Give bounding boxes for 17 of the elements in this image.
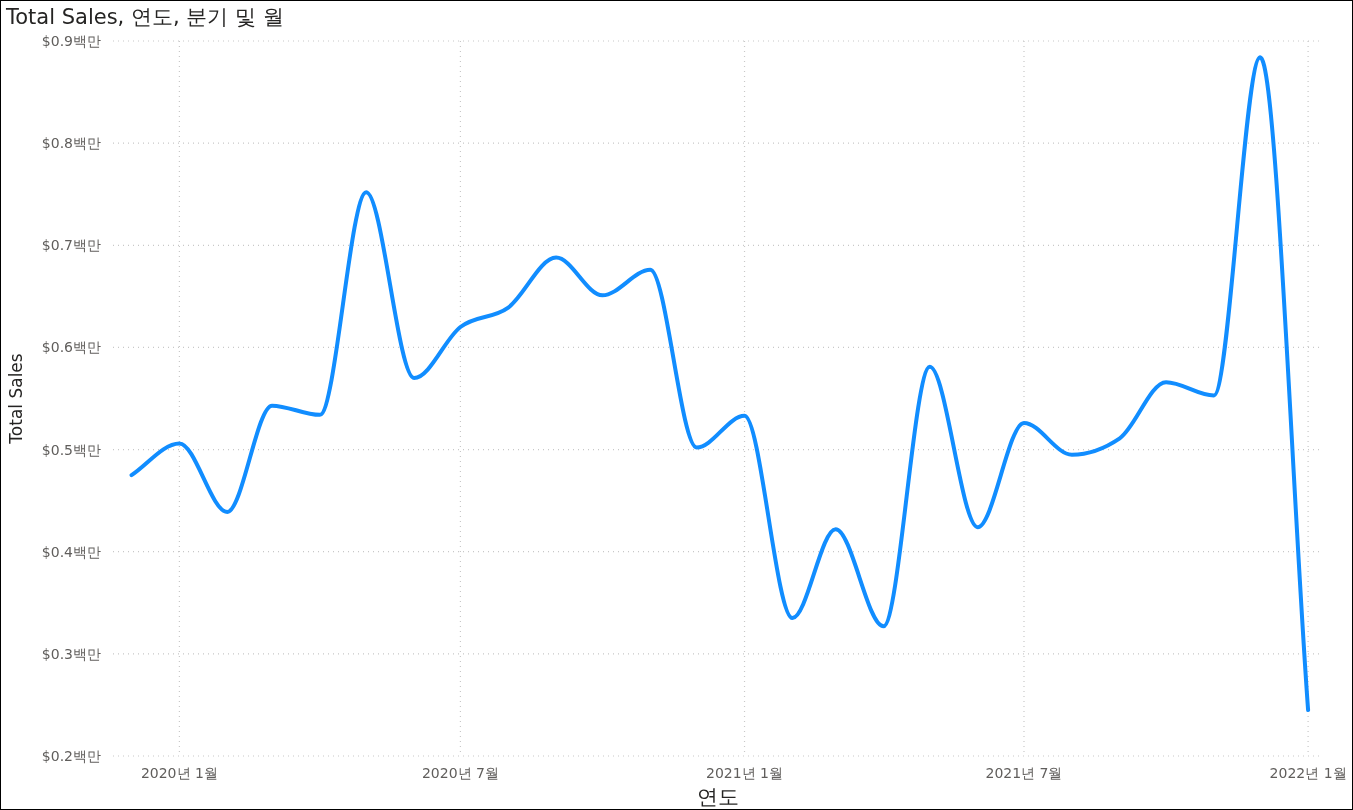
x-axis-title: 연도 <box>696 785 739 809</box>
y-tick-label: $0.9백만 <box>41 33 101 49</box>
y-tick-label: $0.4백만 <box>41 543 101 560</box>
chart-title: Total Sales, 연도, 분기 및 월 <box>5 5 284 29</box>
line-series <box>129 55 1311 713</box>
x-tick-label: 2021년 7월 <box>985 765 1063 781</box>
y-tick-label: $0.2백만 <box>41 748 101 764</box>
x-tick-label: 2020년 7월 <box>421 765 499 781</box>
y-tick-label: $0.8백만 <box>41 135 101 152</box>
x-tick-label: 2022년 1월 <box>1269 765 1347 781</box>
y-tick-label: $0.5백만 <box>41 441 101 458</box>
y-tick-label: $0.7백만 <box>41 237 101 254</box>
x-tick-label: 2021년 1월 <box>706 765 784 781</box>
y-tick-label: $0.3백만 <box>41 645 101 662</box>
x-tick-label: 2020년 1월 <box>140 765 218 781</box>
y-axis-title: Total Sales <box>6 353 26 445</box>
y-tick-label: $0.6백만 <box>41 339 101 356</box>
